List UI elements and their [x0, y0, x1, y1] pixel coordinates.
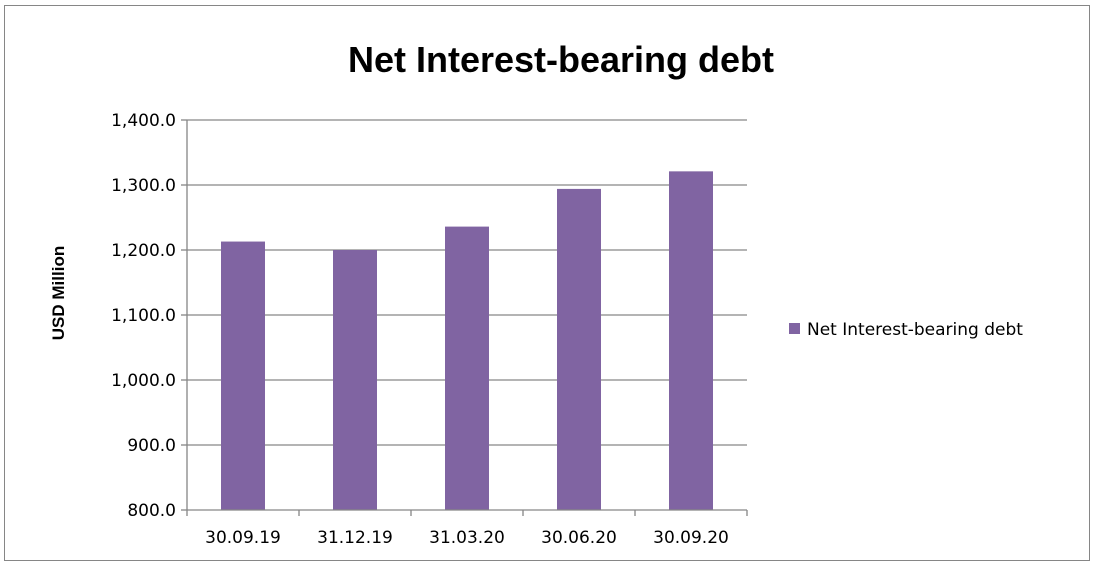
chart-frame: Net Interest-bearing debt 800.0 900.0 1,00… — [4, 5, 1090, 561]
x-axis-ticks: 30.09.19 31.12.19 31.03.20 30.06.20 30.09.20 — [186, 510, 748, 548]
legend: Net Interest-bearing debt — [789, 320, 1023, 340]
x-tick-label: 30.09.20 — [653, 528, 729, 548]
bars — [221, 171, 713, 511]
x-tick-label: 31.12.19 — [317, 528, 393, 548]
x-tick-label: 30.09.19 — [205, 528, 281, 548]
bar — [333, 250, 377, 510]
legend-label: Net Interest-bearing debt — [807, 320, 1023, 340]
y-tick-label: 1,200.0 — [111, 241, 176, 261]
y-tick-label: 1,300.0 — [111, 176, 176, 196]
bar — [557, 188, 601, 510]
chart-title: Net Interest-bearing debt — [348, 39, 774, 80]
axes — [186, 120, 747, 511]
bar — [669, 171, 713, 510]
y-tick-label: 1,400.0 — [111, 111, 176, 131]
y-axis-label: USD Million — [49, 246, 68, 340]
bar-chart: Net Interest-bearing debt 800.0 900.0 1,00… — [49, 39, 1023, 548]
y-axis-ticks: 800.0 900.0 1,000.0 1,100.0 1,200.0 1,300.0 1,… — [111, 111, 187, 521]
y-tick-label: 1,000.0 — [111, 371, 176, 391]
y-tick-label: 900.0 — [127, 436, 176, 456]
y-tick-label: 800.0 — [127, 501, 176, 521]
y-tick-label: 1,100.0 — [111, 306, 176, 326]
x-tick-label: 30.06.20 — [541, 528, 617, 548]
x-tick-label: 31.03.20 — [429, 528, 505, 548]
bar — [221, 241, 265, 511]
bar — [445, 226, 489, 510]
legend-swatch — [789, 323, 800, 334]
